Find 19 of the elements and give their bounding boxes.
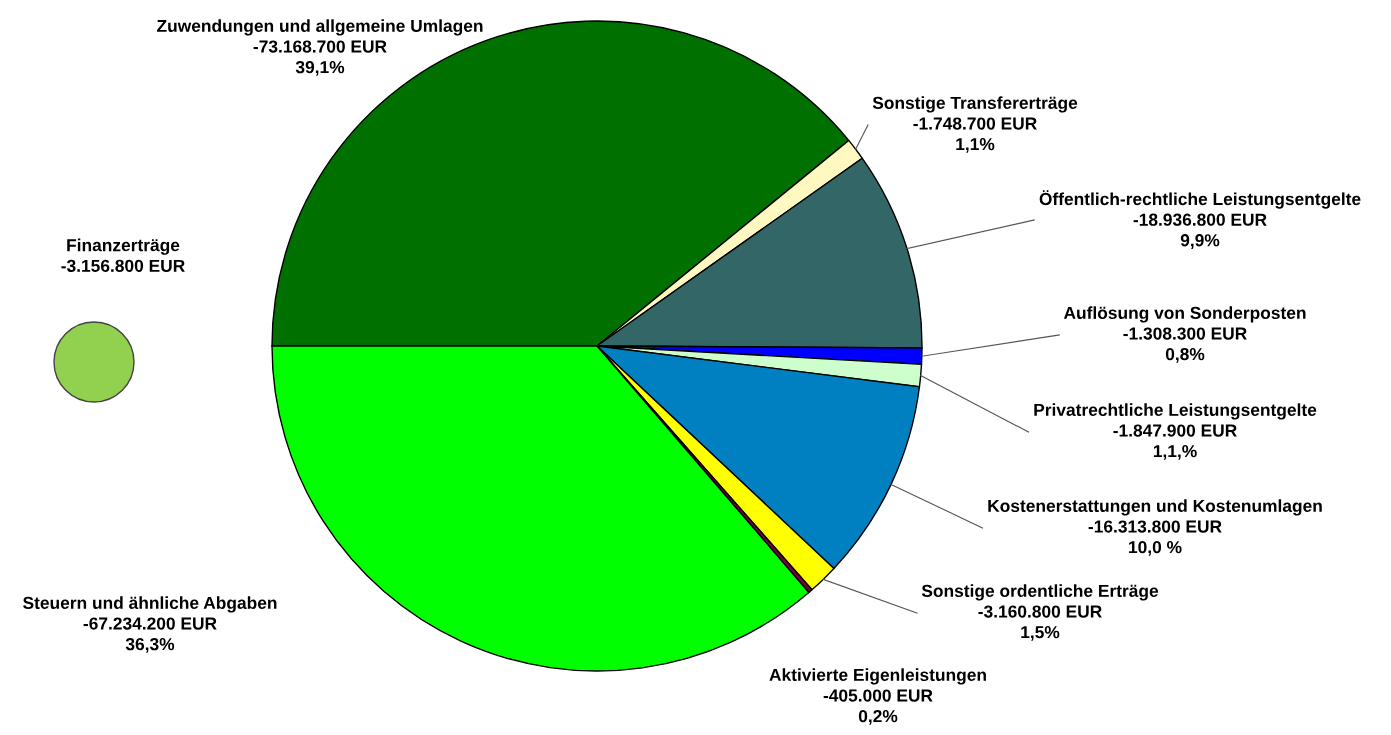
text: Finanzerträge -3.156.800 EUR bbox=[61, 238, 185, 273]
slice-label: Aktivierte Eigenleistungen bbox=[769, 668, 986, 685]
slice-label: Auflösung von Sonderposten bbox=[1063, 306, 1306, 323]
data-label: -67.234.200 EUR 36,3% bbox=[83, 617, 217, 653]
slice-label: Sonstige ordentliche Erträge bbox=[921, 584, 1159, 601]
slice-label: Steuern und ähnliche Abgaben bbox=[23, 596, 277, 613]
data-label: -73.168.700 EUR 39,1% bbox=[253, 40, 387, 76]
data-label: -1.847.900 EUR 1,1,% bbox=[1113, 424, 1237, 460]
data-label: -1.308.300 EUR 0,8% bbox=[1123, 327, 1247, 363]
data-label: -3.160.800 EUR 1,5% bbox=[978, 605, 1102, 641]
data-label: -1.748.700 EUR 1,1% bbox=[913, 117, 1037, 153]
data-label: -18.936.800 EUR 9,9% bbox=[1133, 213, 1267, 249]
slice-label: Kostenerstattungen und Kostenumlagen bbox=[988, 499, 1322, 516]
data-label: -405.000 EUR 0,2% bbox=[823, 689, 933, 725]
slice-label: Zuwendungen und allgemeine Umlagen bbox=[157, 19, 483, 36]
slice-label: Privatrechtliche Leistungsentgelte bbox=[1034, 403, 1317, 420]
slice-label: Öffentlich-rechtliche Leistungsentgelte bbox=[1039, 190, 1361, 209]
slice-label: Sonstige Transfererträge bbox=[872, 96, 1078, 113]
data-label: -16.313.800 EUR 10,0 % bbox=[1088, 520, 1222, 556]
